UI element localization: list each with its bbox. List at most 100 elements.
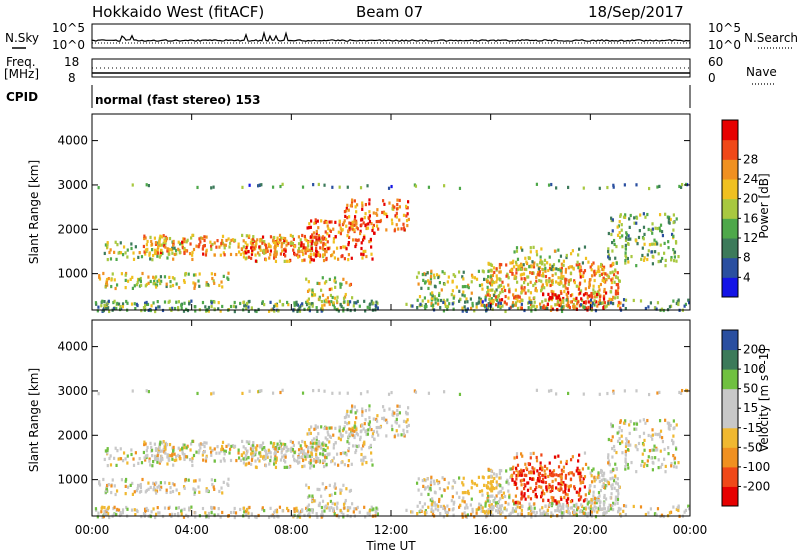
- power-cell: [616, 225, 619, 229]
- velocity-cell: [168, 513, 172, 517]
- power-cell: [156, 254, 159, 258]
- power-cell: [361, 256, 364, 260]
- velocity-cell: [461, 512, 464, 516]
- velocity-cell: [161, 441, 164, 445]
- velocity-cell: [395, 421, 398, 425]
- power-cell: [239, 252, 243, 257]
- power-cell: [372, 223, 375, 228]
- velocity-cell: [616, 497, 620, 502]
- power-cell: [591, 295, 594, 299]
- power-cell: [330, 287, 333, 291]
- velocity-cell: [605, 510, 608, 514]
- velocity-cell: [578, 453, 581, 457]
- power-cell: [486, 288, 490, 293]
- velocity-cell: [323, 509, 326, 513]
- power-cell: [261, 235, 265, 239]
- velocity-cell: [194, 515, 197, 519]
- power-cell: [304, 251, 307, 255]
- power-cell: [523, 267, 526, 271]
- velocity-cell: [514, 482, 517, 487]
- velocity-cell: [557, 473, 560, 478]
- power-cell: [544, 305, 547, 309]
- velocity-cell: [564, 485, 567, 489]
- velocity-cell: [327, 433, 330, 437]
- velocity-cell: [603, 507, 607, 511]
- power-cell: [278, 233, 282, 237]
- power-cell: [221, 238, 224, 243]
- power-cell: [593, 303, 596, 307]
- velocity-cell: [371, 463, 374, 467]
- power-cell: [368, 220, 372, 224]
- power-cell: [326, 240, 329, 244]
- power-cell: [544, 274, 548, 279]
- power-cell: [242, 255, 246, 259]
- velocity-cell: [169, 486, 172, 490]
- velocity-cell: [590, 510, 593, 514]
- velocity-cell: [278, 446, 281, 451]
- velocity-cell: [624, 461, 628, 465]
- velocity-cell: [165, 443, 169, 447]
- velocity-cell: [246, 449, 249, 453]
- velocity-cell: [490, 469, 493, 474]
- power-cell: [610, 286, 613, 290]
- power-cell: [194, 273, 197, 277]
- power-cell: [600, 262, 603, 267]
- velocity-cell: [310, 464, 313, 468]
- velocity-cell: [145, 506, 148, 511]
- velocity-cell: [528, 502, 531, 506]
- velocity-cell: [188, 458, 192, 462]
- velocity-cell: [366, 390, 369, 394]
- velocity-cell: [612, 479, 616, 483]
- velocity-cell: [143, 442, 146, 447]
- power-cell: [549, 283, 552, 288]
- power-cell: [499, 270, 502, 274]
- velocity-cell: [560, 480, 563, 484]
- power-cell: [372, 211, 375, 215]
- velocity-cell: [306, 432, 309, 436]
- colorbar-segment: [722, 427, 738, 448]
- power-cell: [659, 229, 662, 233]
- velocity-cell: [550, 388, 553, 393]
- velocity-cell: [144, 442, 147, 446]
- power-cell: [581, 261, 585, 265]
- power-cell: [243, 304, 246, 308]
- power-cell: [587, 260, 590, 264]
- power-cell: [229, 304, 233, 309]
- velocity-cell: [563, 495, 566, 500]
- velocity-cell: [612, 391, 615, 395]
- velocity-cell: [148, 459, 151, 463]
- power-cell: [346, 300, 349, 304]
- velocity-cell: [459, 503, 462, 507]
- velocity-cell: [147, 389, 150, 394]
- power-cell: [242, 300, 246, 304]
- power-cell: [430, 301, 433, 306]
- power-cell: [611, 229, 614, 233]
- power-cell: [291, 234, 294, 239]
- power-cell: [280, 242, 283, 246]
- power-cell: [138, 284, 142, 288]
- power-cell: [115, 307, 118, 311]
- power-cell: [644, 215, 647, 219]
- velocity-cell: [262, 455, 265, 459]
- power-cell: [610, 232, 613, 237]
- velocity-cell: [160, 454, 163, 459]
- velocity-cell: [644, 421, 647, 425]
- power-cell: [510, 268, 513, 272]
- velocity-cell: [540, 468, 544, 472]
- velocity-cell: [136, 509, 139, 514]
- power-cell: [213, 253, 216, 257]
- power-cell: [543, 263, 546, 267]
- power-cell: [175, 282, 178, 286]
- velocity-cell: [490, 505, 493, 509]
- velocity-cell: [248, 440, 251, 444]
- velocity-cell: [173, 483, 176, 487]
- power-cell: [231, 238, 235, 242]
- power-cell: [499, 301, 503, 305]
- power-cell: [267, 244, 270, 248]
- velocity-cell: [684, 508, 687, 512]
- power-cell: [230, 238, 233, 243]
- velocity-cell: [453, 500, 456, 504]
- power-cell: [570, 265, 574, 269]
- velocity-cell: [237, 451, 240, 455]
- velocity-cell: [451, 486, 454, 490]
